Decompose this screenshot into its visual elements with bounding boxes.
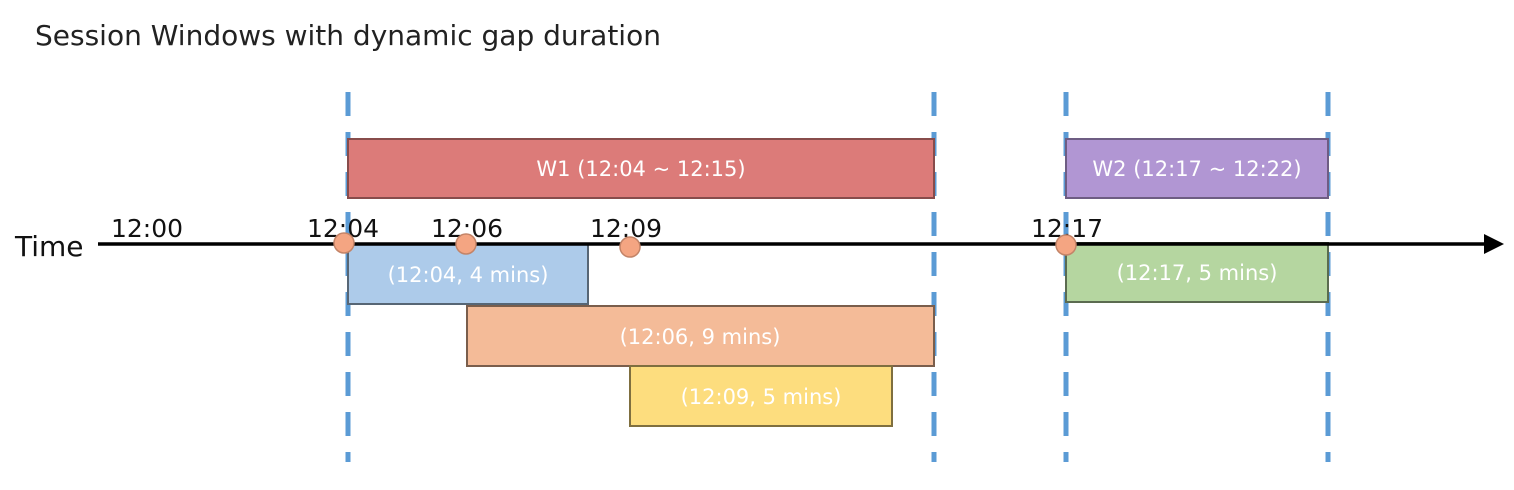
event-dot-1206 xyxy=(455,233,477,255)
session-1209-label: (12:09, 5 mins) xyxy=(681,385,842,409)
session-1217: (12:17, 5 mins) xyxy=(1065,242,1329,303)
event-dot-1217 xyxy=(1055,234,1077,256)
session-1217-bar xyxy=(1065,242,1329,303)
window-w2: W2 (12:17 ~ 12:22) xyxy=(1065,138,1329,199)
window-w1-label: W1 (12:04 ~ 12:15) xyxy=(536,157,745,181)
window-w1-bar xyxy=(347,138,935,199)
session-1206: (12:06, 9 mins) xyxy=(466,305,935,367)
session-1217-label: (12:17, 5 mins) xyxy=(1117,261,1278,285)
session-1204-label: (12:04, 4 mins) xyxy=(388,263,549,287)
session-1209-bar xyxy=(629,365,893,427)
session-1209: (12:09, 5 mins) xyxy=(629,365,893,427)
window-w2-bar xyxy=(1065,138,1329,199)
window-w2-label: W2 (12:17 ~ 12:22) xyxy=(1092,157,1301,181)
window-w1: W1 (12:04 ~ 12:15) xyxy=(347,138,935,199)
event-dots xyxy=(333,232,1077,258)
event-dot-1204 xyxy=(333,232,355,254)
event-dot-1209 xyxy=(619,236,641,258)
diagram-title: Session Windows with dynamic gap duratio… xyxy=(35,19,661,52)
time-axis-label: Time xyxy=(14,230,84,263)
tick-label-1200: 12:00 xyxy=(111,214,183,243)
time-axis-arrowhead xyxy=(1484,234,1504,254)
session-1206-label: (12:06, 9 mins) xyxy=(620,325,781,349)
